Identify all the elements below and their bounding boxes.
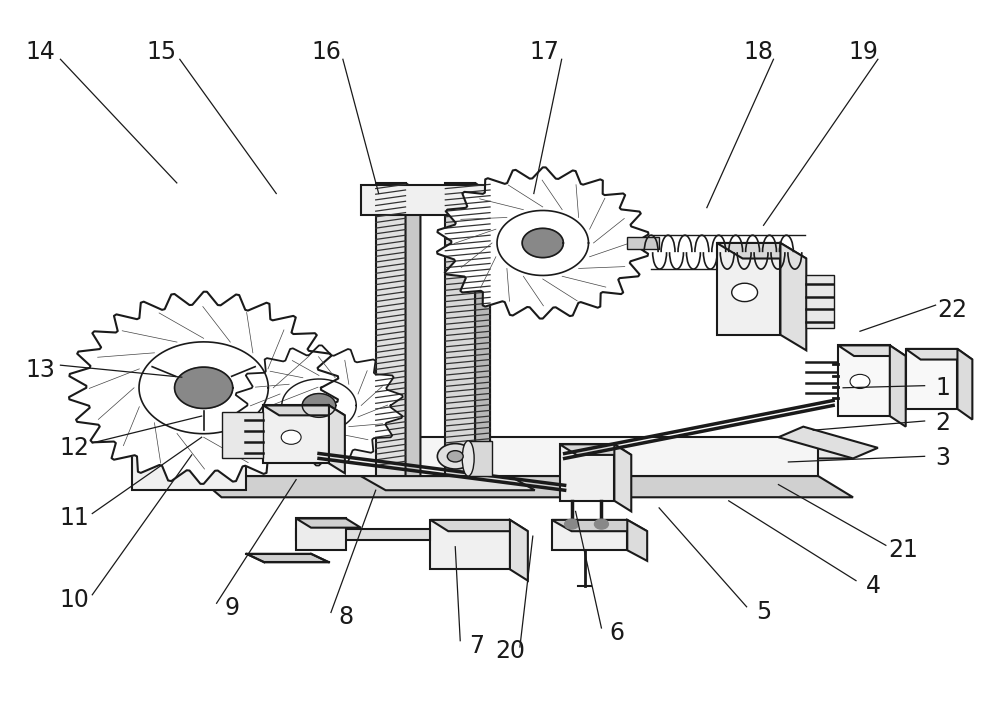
- Bar: [806, 275, 834, 328]
- Polygon shape: [329, 405, 345, 473]
- Polygon shape: [296, 518, 346, 550]
- Text: 3: 3: [935, 446, 950, 471]
- Polygon shape: [302, 394, 336, 417]
- Text: 11: 11: [60, 506, 89, 530]
- Polygon shape: [957, 349, 972, 419]
- Polygon shape: [614, 444, 631, 511]
- Text: 8: 8: [338, 605, 353, 629]
- Polygon shape: [838, 345, 890, 416]
- Polygon shape: [475, 183, 490, 487]
- Polygon shape: [139, 342, 268, 434]
- Polygon shape: [361, 185, 535, 201]
- Text: 21: 21: [888, 538, 918, 562]
- Circle shape: [447, 451, 463, 462]
- Text: 16: 16: [311, 41, 341, 64]
- Polygon shape: [437, 167, 648, 318]
- Polygon shape: [197, 437, 853, 459]
- Circle shape: [437, 444, 473, 469]
- Polygon shape: [510, 520, 528, 581]
- Polygon shape: [552, 520, 647, 531]
- Polygon shape: [69, 292, 338, 484]
- Polygon shape: [406, 183, 420, 487]
- Polygon shape: [906, 349, 957, 409]
- Text: 9: 9: [224, 596, 239, 620]
- Polygon shape: [522, 229, 563, 258]
- Polygon shape: [296, 529, 430, 540]
- Polygon shape: [175, 367, 233, 409]
- Polygon shape: [778, 426, 878, 459]
- Text: 6: 6: [610, 621, 625, 645]
- Circle shape: [850, 375, 870, 389]
- Polygon shape: [361, 476, 535, 491]
- Circle shape: [281, 430, 301, 444]
- Polygon shape: [906, 349, 972, 360]
- Text: 4: 4: [865, 574, 880, 597]
- Polygon shape: [717, 243, 806, 258]
- Polygon shape: [430, 520, 510, 570]
- Polygon shape: [430, 520, 528, 531]
- Text: 18: 18: [744, 41, 774, 64]
- Polygon shape: [263, 405, 345, 415]
- Text: 17: 17: [530, 41, 560, 64]
- Text: 10: 10: [59, 587, 89, 612]
- Polygon shape: [838, 345, 906, 356]
- Polygon shape: [282, 379, 356, 432]
- Polygon shape: [376, 183, 406, 476]
- Polygon shape: [296, 518, 361, 528]
- Polygon shape: [235, 345, 403, 466]
- Polygon shape: [246, 554, 329, 562]
- Polygon shape: [263, 405, 329, 464]
- Text: 7: 7: [469, 634, 484, 658]
- Polygon shape: [560, 444, 614, 501]
- Polygon shape: [445, 183, 475, 476]
- Text: 13: 13: [26, 358, 56, 382]
- Polygon shape: [197, 437, 818, 476]
- Polygon shape: [552, 520, 627, 550]
- Circle shape: [565, 519, 579, 529]
- Polygon shape: [132, 437, 246, 459]
- Polygon shape: [361, 185, 510, 215]
- Polygon shape: [717, 243, 780, 335]
- Circle shape: [732, 283, 758, 302]
- Polygon shape: [510, 185, 535, 230]
- Text: 14: 14: [26, 41, 56, 64]
- Bar: [222, 412, 263, 458]
- Polygon shape: [627, 237, 659, 248]
- Polygon shape: [468, 441, 492, 476]
- Polygon shape: [132, 437, 246, 491]
- Polygon shape: [627, 520, 647, 561]
- Polygon shape: [560, 444, 631, 455]
- Text: 12: 12: [59, 436, 89, 460]
- Circle shape: [594, 519, 608, 529]
- Polygon shape: [890, 345, 906, 426]
- Polygon shape: [197, 476, 853, 497]
- Text: 15: 15: [147, 41, 177, 64]
- Polygon shape: [780, 243, 806, 350]
- Text: 1: 1: [935, 376, 950, 400]
- Text: 19: 19: [848, 41, 878, 64]
- Text: 22: 22: [937, 298, 967, 322]
- Polygon shape: [497, 211, 589, 276]
- Ellipse shape: [462, 441, 474, 476]
- Text: 2: 2: [935, 411, 950, 435]
- Text: 5: 5: [756, 600, 771, 624]
- Text: 20: 20: [495, 639, 525, 664]
